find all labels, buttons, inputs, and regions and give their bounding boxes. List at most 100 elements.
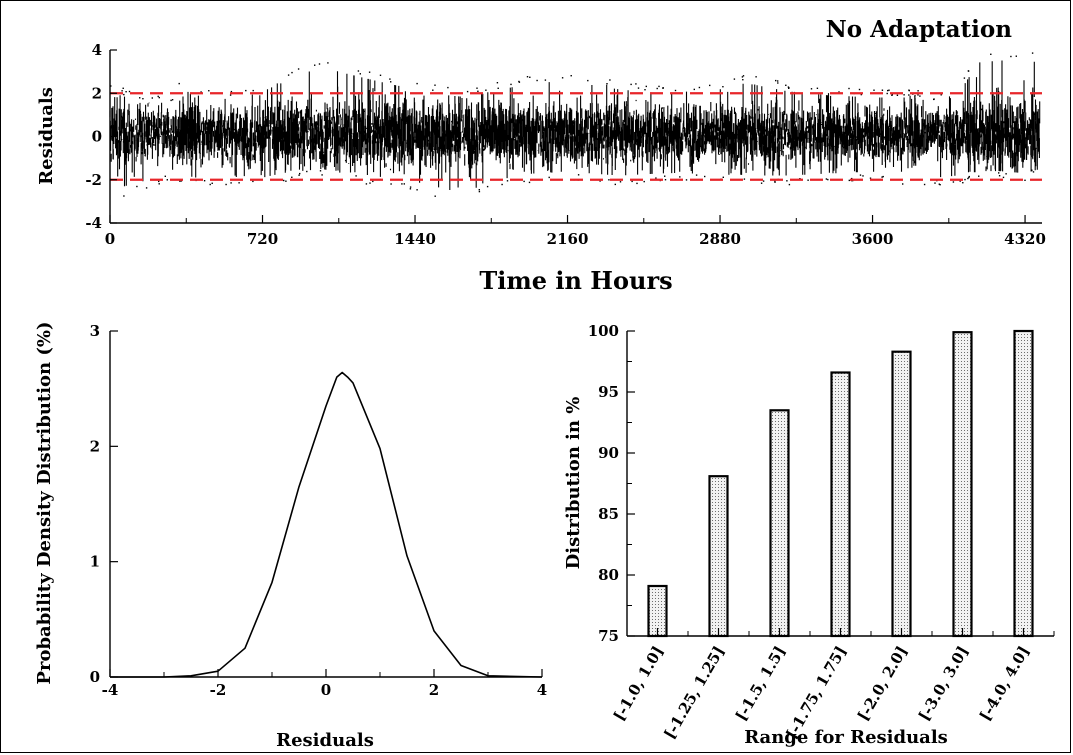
residual-point (774, 180, 776, 182)
category-label: [-2.0, 2.0] (854, 643, 911, 724)
residual-point (179, 180, 181, 182)
residual-point (888, 89, 890, 91)
residual-point (506, 180, 509, 182)
residual-point (645, 85, 647, 88)
residual-point (848, 87, 850, 90)
residual-point (722, 86, 724, 88)
residual-point (887, 89, 889, 92)
residual-point (136, 185, 138, 188)
residual-point (409, 188, 412, 190)
residual-point (245, 89, 247, 92)
residual-point (403, 183, 405, 185)
time-series-title: No Adaptation (826, 16, 1013, 43)
residual-point (203, 180, 206, 182)
residual-point (110, 85, 112, 87)
residual-point (389, 78, 391, 80)
residual-point (816, 87, 819, 89)
residual-point (968, 175, 970, 178)
y-tick-label: 3 (90, 322, 100, 340)
residual-point (526, 76, 529, 78)
residual-point (122, 87, 124, 89)
residual-point (636, 182, 638, 185)
residual-point (570, 75, 572, 77)
residual-point (528, 181, 531, 184)
residual-point (755, 76, 757, 78)
residual-point (698, 86, 701, 89)
x-tick-label: 4 (537, 681, 547, 699)
residual-point (409, 186, 412, 188)
residual-point (664, 179, 667, 181)
bar (952, 331, 973, 638)
residual-point (674, 89, 677, 92)
residual-point (609, 79, 611, 81)
residual-point (357, 70, 360, 72)
residual-point (952, 181, 955, 183)
residual-point (938, 183, 940, 185)
residual-point (964, 178, 966, 181)
y-tick-label: 2 (90, 437, 100, 455)
residual-point (656, 87, 658, 90)
residual-point (862, 175, 864, 177)
category-label: [-1.0, 1.0] (610, 643, 667, 724)
y-tick-label: -2 (85, 171, 102, 189)
residual-point (848, 179, 850, 182)
residual-point (497, 87, 499, 89)
residual-point (760, 182, 763, 184)
residual-point (434, 84, 436, 86)
residual-point (416, 82, 418, 85)
x-tick-label: 2 (429, 681, 439, 699)
residual-point (123, 195, 125, 197)
bar (708, 475, 729, 638)
residual-point (775, 79, 777, 82)
residual-point (788, 183, 791, 186)
residual-point (355, 175, 357, 177)
residual-point (166, 179, 168, 181)
residual-point (180, 180, 183, 182)
residual-point (157, 95, 159, 98)
residual-point (209, 183, 211, 186)
residual-point (1005, 173, 1007, 175)
residual-point (297, 68, 300, 70)
category-label: [-1.25, 1.25] (660, 643, 728, 742)
residual-point (664, 175, 666, 177)
residual-point (869, 177, 872, 179)
y-tick-label: 0 (90, 668, 100, 686)
residual-point (903, 94, 905, 96)
residual-point (200, 91, 202, 93)
residual-point (390, 183, 392, 185)
residual-point (536, 79, 538, 82)
residual-point (882, 175, 884, 178)
residual-point (998, 172, 1000, 174)
residual-point (742, 75, 745, 77)
bar-axes: 75 80 85 90 95 100 [-1.0, 1.0][-1.25, 1.25] [-1… (588, 322, 1055, 742)
residual-point (368, 71, 371, 73)
residual-point (838, 91, 840, 93)
residual-point (693, 88, 695, 91)
residual-point (1010, 55, 1012, 58)
x-tick-label: 2160 (547, 230, 589, 248)
residual-point (662, 87, 664, 89)
density-panel: 0 1 2 3 -4 -2 0 2 4 Probability Density Distribu… (34, 321, 547, 751)
residual-point (787, 86, 790, 88)
residual-point (896, 94, 899, 96)
residual-point (917, 90, 919, 92)
residual-point (390, 81, 392, 83)
y-tick-label: 1 (90, 553, 100, 571)
x-tick-label: 1440 (394, 230, 436, 248)
residual-point (283, 179, 285, 182)
residual-point (785, 84, 787, 86)
time-series-plot-area (109, 52, 1042, 197)
residual-point (123, 93, 125, 96)
category-label: [-4.0, 4.0] (976, 643, 1033, 724)
residual-point (158, 183, 160, 185)
residual-point (902, 183, 904, 185)
residual-point (762, 180, 765, 182)
residual-point (321, 174, 323, 176)
residual-point (544, 79, 547, 81)
residual-point (741, 76, 744, 78)
y-tick-label: 75 (598, 627, 619, 645)
residual-point (859, 174, 862, 176)
residual-point (125, 91, 127, 93)
residual-point (285, 180, 287, 182)
